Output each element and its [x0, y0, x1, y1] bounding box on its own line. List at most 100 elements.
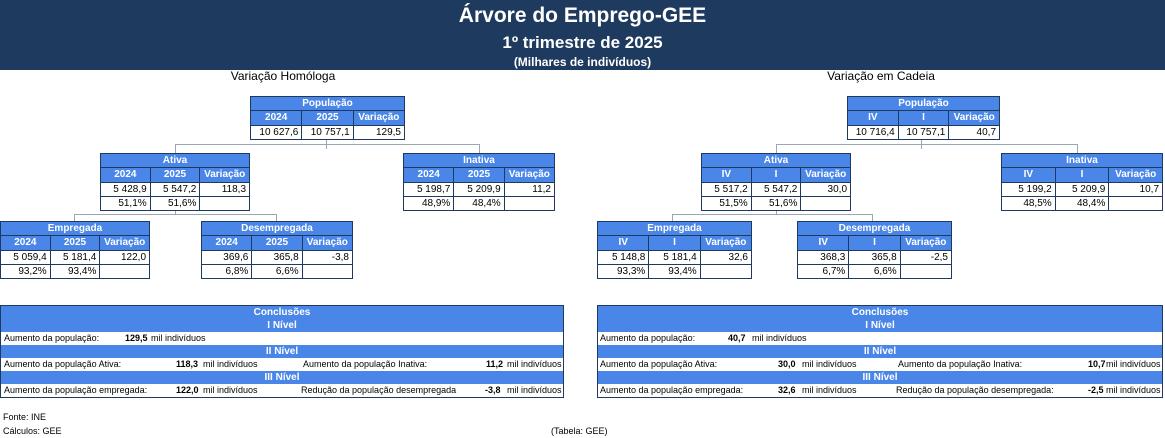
ativa-box-right: Ativa IV I Variação 5 517,2 5 547,2 30,0 51,…: [701, 153, 851, 211]
conclusion-unit: mil indivíduos: [802, 359, 857, 369]
empregada-box-right: Empregada IV I Variação 5 148,8 5 181,4 32,6…: [597, 221, 752, 279]
conclusion-label: Aumento da população Inativa:: [898, 359, 1023, 369]
unit-note: (Milhares de indivíduos): [513, 55, 652, 69]
conclusion-value: 118,3: [176, 359, 199, 369]
conclusion-value: 11,2: [486, 359, 504, 369]
ativa-box-left: Ativa 2024 2025 Variação 5 428,9 5 547,2 118…: [100, 153, 250, 211]
connector: [175, 144, 176, 153]
conclusion-value: 122,0: [176, 385, 199, 395]
conclusion-label: Aumento da população Ativa:: [600, 359, 718, 369]
conclusion-label: Redução da população desempregada: [301, 385, 457, 395]
title-banner: Árvore do Emprego-GEE 1º trimestre de 20…: [0, 0, 1165, 70]
value-cell: 369,6: [202, 251, 253, 264]
value-cell: 10 627,6: [251, 126, 303, 139]
box-header: Empregada: [598, 222, 751, 236]
section-title-right: Variação em Cadeia: [827, 69, 935, 83]
conclusions-title: Conclusões: [598, 306, 1162, 319]
col-header: 2024: [251, 111, 303, 125]
conclusion-unit: mil indivíduos: [752, 333, 807, 343]
conclusion-value: 129,5: [125, 333, 148, 343]
value-cell: 5 547,2: [151, 183, 201, 196]
calculations-note: Cálculos: GEE: [3, 426, 62, 436]
conclusion-line: Aumento da população: 40,7 mil indivíduo…: [598, 332, 1162, 345]
conclusion-line: Aumento da população empregada: 32,6 mil…: [598, 384, 1162, 397]
col-header: 2025: [302, 111, 354, 125]
populacao-box-left: População 2024 2025 Variação 10 627,6 10 75…: [250, 96, 405, 140]
desempregada-box-right: Desempregada IV I Variação 368,3 365,8 -2,5 …: [797, 221, 952, 279]
connector: [776, 210, 777, 214]
conclusion-unit: mil indivíduos: [802, 385, 857, 395]
connector: [175, 210, 176, 214]
share-cell: 6,7%: [798, 265, 850, 278]
col-header: I: [849, 236, 901, 250]
box-header: Desempregada: [202, 222, 352, 236]
connector: [672, 214, 872, 215]
conclusion-unit: mil indivíduos: [151, 333, 206, 343]
conclusion-line: Aumento da população Ativa: 30,0 mil ind…: [598, 358, 1162, 371]
value-cell: 5 547,2: [752, 183, 802, 196]
connector: [479, 144, 480, 153]
level-3-header: III Nível: [1, 371, 563, 384]
value-cell: -2,5: [930, 252, 948, 263]
box-header: Inativa: [1002, 154, 1162, 168]
conclusion-unit: mil indivíduos: [507, 385, 562, 395]
col-header: I: [1055, 168, 1110, 182]
conclusion-value: -2,5: [1088, 385, 1104, 395]
share-cell: 6,8%: [202, 265, 253, 278]
value-cell: 5 209,9: [1056, 183, 1110, 196]
col-header: 2024: [101, 168, 151, 182]
col-header: 2025: [50, 236, 101, 250]
conclusions-title: Conclusões: [1, 306, 563, 319]
connector: [74, 214, 276, 215]
conclusion-unit: mil indivíduos: [507, 359, 562, 369]
conclusion-value: -3,8: [485, 385, 501, 395]
value-cell: 5 059,4: [1, 251, 51, 264]
value-cell: 129,5: [375, 127, 401, 138]
col-header: Variação: [949, 111, 1000, 125]
level-3-header: III Nível: [598, 371, 1162, 384]
col-header: 2025: [252, 236, 303, 250]
conclusion-label: Aumento da população:: [600, 333, 696, 343]
desempregada-box-left: Desempregada 2024 2025 Variação 369,6 365,8…: [201, 221, 353, 279]
col-header: Variação: [302, 236, 352, 250]
col-header: IV: [798, 236, 850, 250]
col-header: Variação: [353, 111, 404, 125]
value-cell: 365,8: [252, 251, 303, 264]
share-cell: 48,5%: [1002, 197, 1056, 210]
box-header: Desempregada: [798, 222, 951, 236]
share-cell: 48,9%: [404, 197, 455, 210]
conclusions-panel-right: Conclusões I Nível Aumento da população:…: [597, 305, 1163, 398]
conclusions-panel-left: Conclusões I Nível Aumento da população:…: [0, 305, 564, 398]
col-header: Variação: [1109, 168, 1163, 182]
value-cell: 365,8: [849, 251, 901, 264]
col-header: I: [649, 236, 701, 250]
col-header: 2024: [202, 236, 253, 250]
value-cell: 118,3: [221, 184, 247, 195]
level-1-header: I Nível: [598, 319, 1162, 332]
conclusion-label: Aumento da população Ativa:: [4, 359, 122, 369]
col-header: I: [751, 168, 802, 182]
box-header: População: [251, 97, 404, 111]
value-cell: 11,2: [532, 184, 551, 195]
value-cell: 368,3: [798, 251, 850, 264]
value-cell: 10 757,1: [302, 126, 354, 139]
value-cell: 10 716,4: [848, 126, 899, 139]
value-cell: 32,6: [728, 252, 748, 263]
connector: [672, 214, 673, 221]
box-header: Ativa: [101, 154, 249, 168]
value-cell: 30,0: [827, 184, 848, 195]
conclusion-line: Aumento da população: 129,5 mil indivídu…: [1, 332, 563, 345]
level-2-header: II Nível: [1, 345, 563, 358]
share-cell: 48,4%: [1056, 197, 1110, 210]
table-note: (Tabela: GEE): [551, 426, 608, 436]
empregada-box-left: Empregada 2024 2025 Variação 5 059,4 5 181,…: [0, 221, 150, 279]
box-header: Empregada: [1, 222, 149, 236]
page-subtitle: 1º trimestre de 2025: [502, 33, 663, 52]
source-note: Fonte: INE: [3, 412, 47, 422]
share-cell: 51,5%: [702, 197, 752, 210]
value-cell: 5 148,8: [598, 251, 650, 264]
col-header: IV: [1002, 168, 1056, 182]
value-cell: 40,7: [976, 127, 997, 138]
conclusion-label: Aumento da população Inativa:: [303, 359, 428, 369]
share-cell: 51,6%: [151, 197, 201, 210]
